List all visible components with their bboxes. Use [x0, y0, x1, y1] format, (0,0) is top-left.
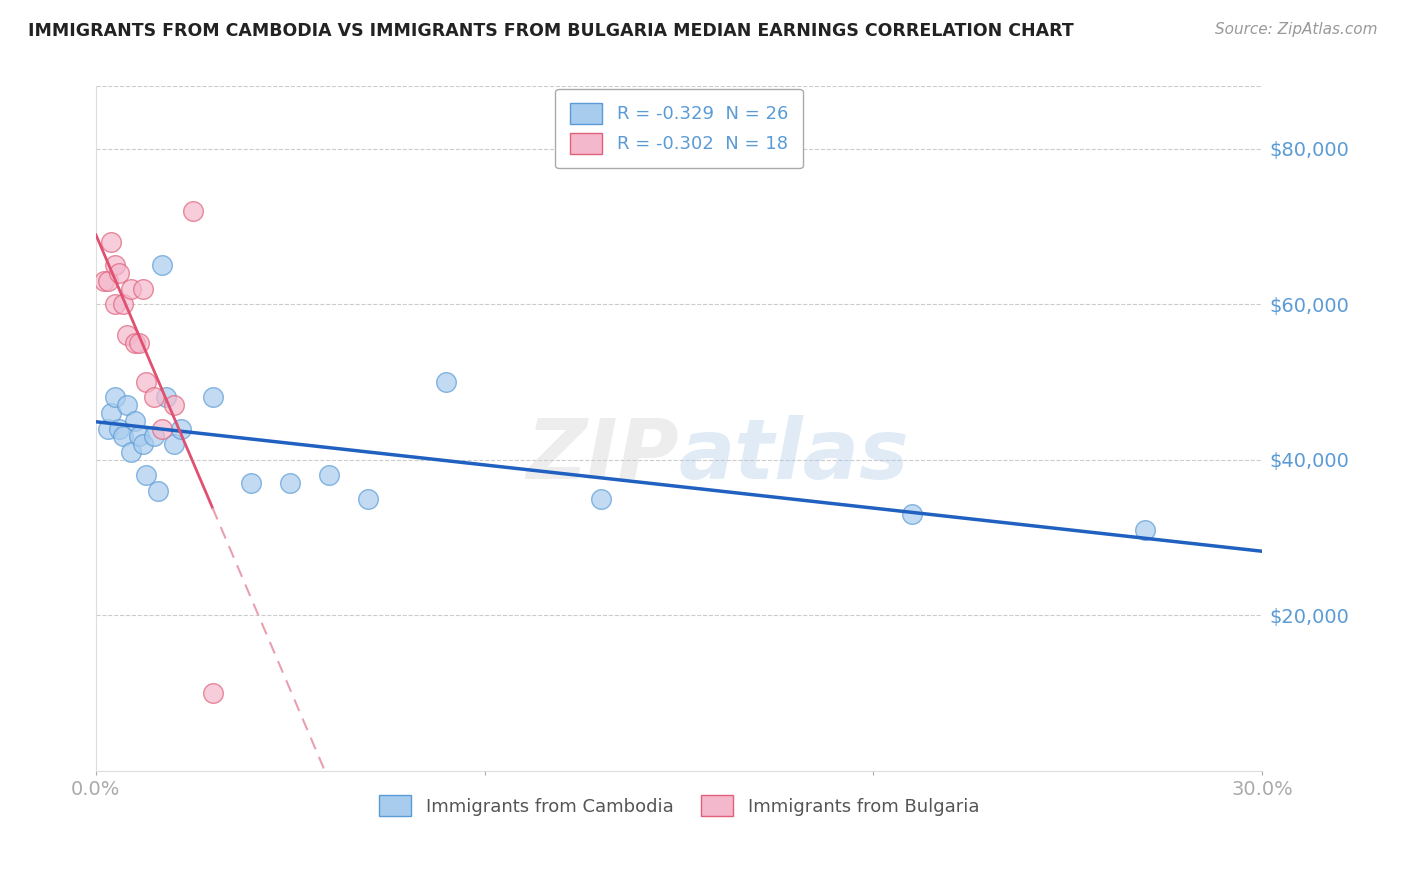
Point — [1135, 523, 1157, 537]
Point — [155, 391, 177, 405]
Point — [112, 429, 135, 443]
Point — [97, 274, 120, 288]
Point — [100, 406, 122, 420]
Point — [93, 274, 115, 288]
Point — [128, 336, 150, 351]
Point — [181, 203, 204, 218]
Point — [115, 328, 138, 343]
Text: ZIP: ZIP — [526, 416, 679, 497]
Point — [104, 391, 127, 405]
Point — [143, 391, 166, 405]
Text: IMMIGRANTS FROM CAMBODIA VS IMMIGRANTS FROM BULGARIA MEDIAN EARNINGS CORRELATION: IMMIGRANTS FROM CAMBODIA VS IMMIGRANTS F… — [28, 22, 1074, 40]
Point — [104, 258, 127, 272]
Point — [135, 468, 157, 483]
Point — [143, 429, 166, 443]
Point — [108, 421, 131, 435]
Point — [128, 429, 150, 443]
Point — [357, 491, 380, 506]
Point — [131, 281, 153, 295]
Point — [120, 445, 142, 459]
Point — [170, 421, 193, 435]
Point — [278, 475, 301, 490]
Point — [901, 507, 924, 521]
Point — [150, 258, 173, 272]
Point — [108, 266, 131, 280]
Point — [135, 375, 157, 389]
Text: Source: ZipAtlas.com: Source: ZipAtlas.com — [1215, 22, 1378, 37]
Point — [131, 437, 153, 451]
Point — [104, 297, 127, 311]
Legend: Immigrants from Cambodia, Immigrants from Bulgaria: Immigrants from Cambodia, Immigrants fro… — [371, 788, 986, 823]
Point — [434, 375, 457, 389]
Point — [97, 421, 120, 435]
Y-axis label: Median Earnings: Median Earnings — [0, 354, 8, 503]
Point — [318, 468, 340, 483]
Point — [163, 398, 186, 412]
Point — [201, 686, 224, 700]
Point — [201, 391, 224, 405]
Point — [112, 297, 135, 311]
Point — [240, 475, 263, 490]
Point — [100, 235, 122, 249]
Point — [124, 336, 146, 351]
Point — [120, 281, 142, 295]
Point — [591, 491, 613, 506]
Text: atlas: atlas — [679, 416, 910, 497]
Point — [115, 398, 138, 412]
Point — [163, 437, 186, 451]
Point — [150, 421, 173, 435]
Point — [124, 414, 146, 428]
Point — [146, 483, 169, 498]
